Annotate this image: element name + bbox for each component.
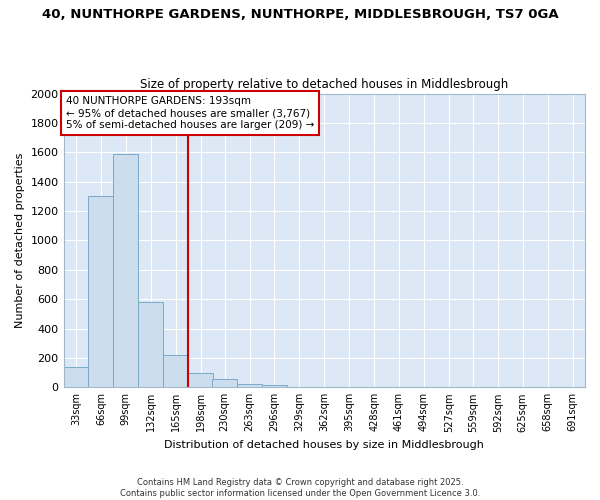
Bar bbox=[262, 385, 287, 388]
Bar bbox=[138, 302, 163, 388]
Title: Size of property relative to detached houses in Middlesbrough: Size of property relative to detached ho… bbox=[140, 78, 508, 91]
Bar bbox=[64, 366, 88, 388]
Text: 40 NUNTHORPE GARDENS: 193sqm
← 95% of detached houses are smaller (3,767)
5% of : 40 NUNTHORPE GARDENS: 193sqm ← 95% of de… bbox=[66, 96, 314, 130]
Text: 40, NUNTHORPE GARDENS, NUNTHORPE, MIDDLESBROUGH, TS7 0GA: 40, NUNTHORPE GARDENS, NUNTHORPE, MIDDLE… bbox=[41, 8, 559, 20]
Bar bbox=[113, 154, 138, 388]
Bar bbox=[237, 384, 262, 388]
X-axis label: Distribution of detached houses by size in Middlesbrough: Distribution of detached houses by size … bbox=[164, 440, 484, 450]
Bar bbox=[287, 386, 312, 388]
Bar bbox=[88, 196, 113, 388]
Bar bbox=[163, 355, 188, 388]
Y-axis label: Number of detached properties: Number of detached properties bbox=[15, 152, 25, 328]
Bar bbox=[188, 372, 213, 388]
Bar bbox=[212, 379, 237, 388]
Text: Contains HM Land Registry data © Crown copyright and database right 2025.
Contai: Contains HM Land Registry data © Crown c… bbox=[120, 478, 480, 498]
